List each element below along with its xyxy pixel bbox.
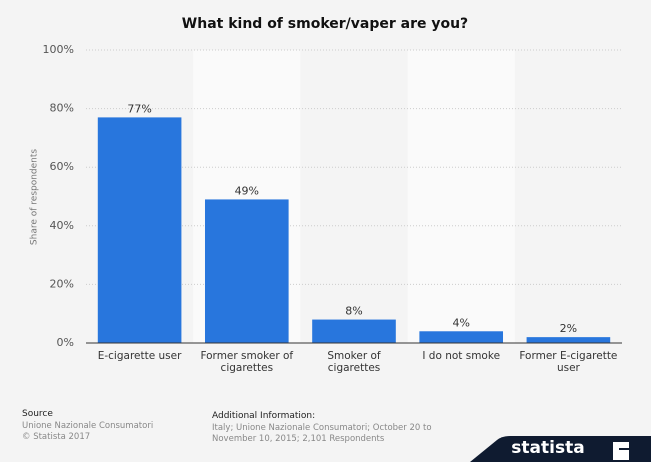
value-label: 77% [127, 102, 151, 115]
x-tick-label: Smoker of cigarettes [327, 350, 381, 374]
bar [97, 117, 182, 343]
source-line: © Statista 2017 [22, 432, 91, 442]
y-axis-title: Share of respondents [30, 149, 40, 246]
bar [312, 319, 396, 343]
y-tick-label: 100% [43, 43, 74, 56]
bar [204, 199, 289, 343]
y-tick-label: 40% [50, 219, 74, 232]
bar [526, 337, 611, 343]
info-text: Italy; Unione Nazionale Consumatori; Oct… [212, 423, 432, 444]
info-title: Additional Information: [212, 411, 316, 421]
y-tick-label: 80% [50, 102, 74, 115]
logo-text: statista [511, 438, 584, 458]
column-band [407, 50, 515, 343]
chart-title: What kind of smoker/vaper are you? [182, 16, 468, 32]
source-title: Source [22, 409, 53, 419]
logo-icon [613, 442, 629, 460]
logo-background [470, 436, 651, 462]
y-tick-label: 0% [57, 336, 74, 349]
value-label: 49% [235, 184, 259, 197]
bar [419, 331, 504, 343]
source-line: Unione Nazionale Consumatori [22, 421, 154, 431]
x-tick-label: I do not smoke [422, 350, 501, 362]
x-tick-label: Former E-cigarette user [519, 350, 618, 374]
y-tick-label: 60% [50, 160, 74, 173]
y-tick-label: 20% [50, 277, 74, 290]
value-label: 2% [560, 322, 577, 335]
x-tick-label: E-cigarette user [97, 350, 182, 362]
value-label: 4% [452, 316, 469, 329]
x-tick-label: Former smoker of cigarettes [200, 350, 294, 374]
value-label: 8% [345, 305, 362, 318]
